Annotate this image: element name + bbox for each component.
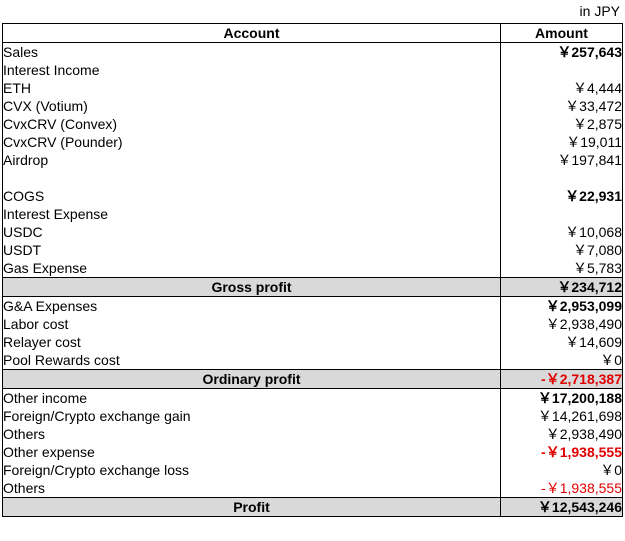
usdt-row: USDT ￥7,080 (2, 241, 623, 259)
row-amount (500, 205, 623, 223)
other-income-row: Other income ￥17,200,188 (2, 388, 623, 407)
row-label: CVX (Votium) (2, 97, 501, 115)
gross-profit-row: Gross profit ￥234,712 (2, 277, 623, 297)
row-label: Foreign/Crypto exchange loss (2, 461, 501, 479)
row-label: Labor cost (2, 315, 501, 333)
row-amount: ￥33,472 (500, 97, 623, 115)
row-label: CvxCRV (Pounder) (2, 133, 501, 151)
row-label: Airdrop (2, 151, 501, 169)
cvxcrv-convex-row: CvxCRV (Convex) ￥2,875 (2, 115, 623, 133)
row-label: COGS (2, 187, 501, 205)
table-header-row: Account Amount (2, 23, 623, 43)
row-label: Pool Rewards cost (2, 351, 501, 370)
ordinary-profit-row: Ordinary profit -￥2,718,387 (2, 369, 623, 389)
others-expense-row: Others -￥1,938,555 (2, 479, 623, 498)
row-amount (500, 169, 623, 187)
row-label (2, 169, 501, 187)
row-amount (500, 61, 623, 79)
row-label: Relayer cost (2, 333, 501, 351)
row-amount: ￥12,543,246 (500, 497, 623, 517)
row-amount: -￥1,938,555 (500, 479, 623, 498)
row-amount: ￥14,609 (500, 333, 623, 351)
others-income-row: Others ￥2,938,490 (2, 425, 623, 443)
row-amount: ￥22,931 (500, 187, 623, 205)
row-label: Ordinary profit (2, 369, 501, 389)
row-label: Gross profit (2, 277, 501, 297)
row-amount: ￥257,643 (500, 42, 623, 61)
row-label: USDT (2, 241, 501, 259)
row-label: Interest Income (2, 61, 501, 79)
row-amount: ￥4,444 (500, 79, 623, 97)
row-label: Interest Expense (2, 205, 501, 223)
row-label: Profit (2, 497, 501, 517)
other-expense-row: Other expense -￥1,938,555 (2, 443, 623, 461)
row-amount: ￥0 (500, 461, 623, 479)
row-amount: ￥7,080 (500, 241, 623, 259)
row-label: Gas Expense (2, 259, 501, 278)
sales-row: Sales ￥257,643 (2, 42, 623, 61)
interest-income-row: Interest Income (2, 61, 623, 79)
row-amount: ￥5,783 (500, 259, 623, 278)
amount-header: Amount (500, 23, 623, 43)
row-amount: ￥14,261,698 (500, 407, 623, 425)
row-amount: -￥1,938,555 (500, 443, 623, 461)
row-label: ETH (2, 79, 501, 97)
row-amount: ￥2,875 (500, 115, 623, 133)
profit-loss-table: Account Amount Sales ￥257,643 Interest I… (2, 23, 623, 517)
relayer-cost-row: Relayer cost ￥14,609 (2, 333, 623, 351)
row-label: Sales (2, 42, 501, 61)
row-label: Others (2, 425, 501, 443)
ga-expenses-row: G&A Expenses ￥2,953,099 (2, 296, 623, 315)
row-amount: ￥17,200,188 (500, 388, 623, 407)
row-label: Other income (2, 388, 501, 407)
row-label: USDC (2, 223, 501, 241)
row-label: G&A Expenses (2, 296, 501, 315)
row-amount: ￥234,712 (500, 277, 623, 297)
row-amount: ￥0 (500, 351, 623, 370)
cvx-votium-row: CVX (Votium) ￥33,472 (2, 97, 623, 115)
cogs-row: COGS ￥22,931 (2, 187, 623, 205)
labor-cost-row: Labor cost ￥2,938,490 (2, 315, 623, 333)
currency-note: in JPY (579, 3, 620, 19)
row-amount: ￥19,011 (500, 133, 623, 151)
gas-expense-row: Gas Expense ￥5,783 (2, 259, 623, 278)
profit-row: Profit ￥12,543,246 (2, 497, 623, 517)
row-label: Foreign/Crypto exchange gain (2, 407, 501, 425)
row-amount: ￥197,841 (500, 151, 623, 169)
account-header: Account (2, 23, 501, 43)
fx-loss-row: Foreign/Crypto exchange loss ￥0 (2, 461, 623, 479)
row-amount: ￥2,938,490 (500, 425, 623, 443)
row-amount: ￥10,068 (500, 223, 623, 241)
row-amount: -￥2,718,387 (500, 369, 623, 389)
usdc-row: USDC ￥10,068 (2, 223, 623, 241)
interest-expense-row: Interest Expense (2, 205, 623, 223)
fx-gain-row: Foreign/Crypto exchange gain ￥14,261,698 (2, 407, 623, 425)
row-amount: ￥2,953,099 (500, 296, 623, 315)
row-label: Others (2, 479, 501, 498)
pool-rewards-cost-row: Pool Rewards cost ￥0 (2, 351, 623, 370)
row-amount: ￥2,938,490 (500, 315, 623, 333)
row-label: Other expense (2, 443, 501, 461)
row-label: CvxCRV (Convex) (2, 115, 501, 133)
blank-row (2, 169, 623, 187)
eth-row: ETH ￥4,444 (2, 79, 623, 97)
cvxcrv-pounder-row: CvxCRV (Pounder) ￥19,011 (2, 133, 623, 151)
airdrop-row: Airdrop ￥197,841 (2, 151, 623, 169)
